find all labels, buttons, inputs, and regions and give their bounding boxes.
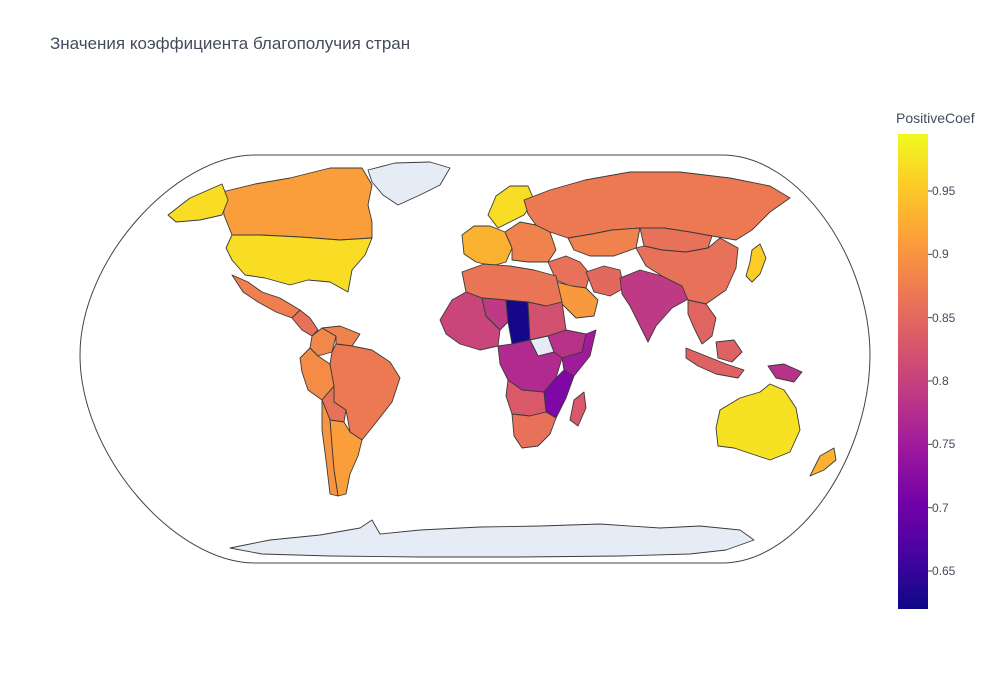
region-russia[interactable] <box>523 171 791 241</box>
colorbar-tick-label: 0.65 <box>932 564 956 578</box>
colorbar-tick-label: 0.85 <box>932 310 956 325</box>
colorbar-gradient <box>898 134 928 609</box>
colorbar-tick-label: 0.9 <box>932 247 949 262</box>
region-southern-africa[interactable] <box>511 411 557 449</box>
region-western-europe[interactable] <box>461 225 513 267</box>
region-borneo[interactable] <box>715 339 743 363</box>
region-australia[interactable] <box>715 383 801 461</box>
colorbar-tick-label: 0.8 <box>932 374 949 388</box>
region-sahel[interactable] <box>481 297 509 331</box>
colorbar <box>898 134 932 609</box>
colorbar-tick-label: 0.95 <box>932 184 956 198</box>
region-china[interactable] <box>635 237 739 305</box>
region-antarctica[interactable] <box>229 519 755 558</box>
region-greenland[interactable] <box>367 161 451 206</box>
region-central-africa[interactable] <box>497 339 563 393</box>
region-central-america[interactable] <box>291 309 319 337</box>
region-png[interactable] <box>767 363 803 383</box>
countries-layer[interactable] <box>167 161 837 558</box>
region-somalia[interactable] <box>561 329 597 377</box>
region-eastern-europe[interactable] <box>504 221 557 263</box>
region-chile[interactable] <box>321 399 339 497</box>
colorbar-tick-label: 0.75 <box>932 437 956 452</box>
region-alaska[interactable] <box>167 183 229 223</box>
region-japan[interactable] <box>745 243 767 283</box>
region-indonesia[interactable] <box>685 347 745 379</box>
colorbar-tick-label: 0.7 <box>932 500 949 515</box>
region-saudi-arabia[interactable] <box>555 281 599 319</box>
region-new-zealand[interactable] <box>809 447 837 477</box>
region-se-asia[interactable] <box>687 299 717 345</box>
region-south-asia[interactable] <box>619 269 691 343</box>
colorbar-title: PositiveCoef <box>896 110 975 126</box>
region-usa[interactable] <box>225 234 373 293</box>
region-madagascar[interactable] <box>569 391 587 427</box>
region-middle-east[interactable] <box>547 255 591 289</box>
chart-title: Значения коэффициента благополучия стран <box>50 34 411 53</box>
colorbar-tick-marks <box>928 190 932 572</box>
